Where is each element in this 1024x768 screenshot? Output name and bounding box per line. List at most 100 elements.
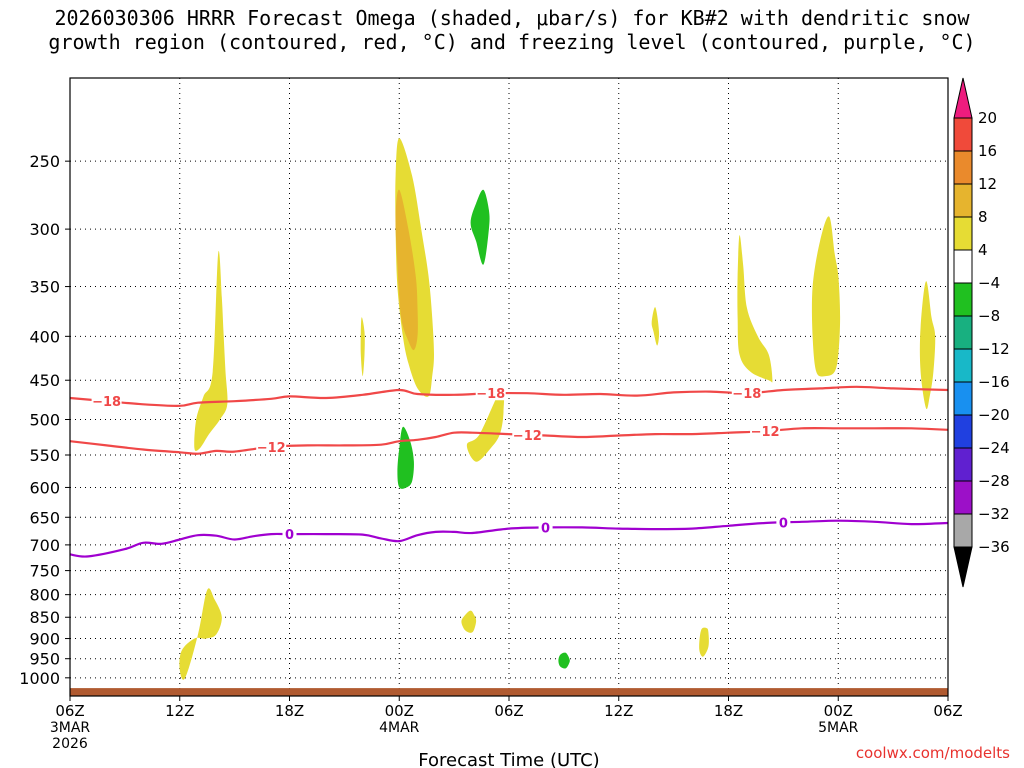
colorbar-box-4	[953, 249, 973, 284]
y-tick-label: 700	[29, 536, 60, 555]
x-tick-label: 06Z	[494, 702, 523, 720]
chart-title-line1: 2026030306 HRRR Forecast Omega (shaded, …	[54, 6, 970, 30]
colorbar-label: 12	[978, 175, 997, 193]
contour-label-2-1: 0	[541, 521, 550, 536]
omega-region-7	[397, 426, 414, 489]
y-tick-label: 550	[29, 446, 60, 465]
colorbar-label: −32	[978, 505, 1010, 523]
y-tick-label: 750	[29, 562, 60, 581]
contour-label-1-1: −12	[513, 429, 542, 444]
omega-region-2	[360, 317, 365, 377]
omega-region-8	[461, 610, 477, 633]
x-tick-label: 06Z	[933, 702, 962, 720]
y-tick-label: 450	[29, 371, 60, 390]
y-tick-label: 600	[29, 478, 60, 497]
y-tick-label: 1000	[19, 669, 60, 688]
contour-label-bg-0-0	[91, 394, 122, 409]
chart-title: 2026030306 HRRR Forecast Omega (shaded, …	[0, 6, 1024, 54]
y-tick-label: 500	[29, 410, 60, 429]
colorbar-box-7	[953, 348, 973, 383]
y-tick-label: 300	[29, 220, 60, 239]
contours: −18 −18 −18 −12 −12 −12 0 0 0	[69, 385, 949, 558]
omega-regions	[179, 138, 936, 680]
x-tick-date: 5MAR	[818, 720, 859, 736]
x-tick-label: 12Z	[165, 702, 194, 720]
colorbar-box-0	[953, 117, 973, 152]
colorbar-label: 20	[978, 109, 997, 127]
colorbar-label: −36	[978, 538, 1010, 556]
omega-region-13	[811, 216, 841, 377]
colorbar-label: −8	[978, 307, 1000, 325]
y-tick-label: 350	[29, 278, 60, 297]
omega-region-14	[919, 281, 936, 410]
y-tick-label: 400	[29, 327, 60, 346]
colorbar-label: −28	[978, 472, 1010, 490]
colorbar-box-9	[953, 414, 973, 449]
colorbar-label: 8	[978, 208, 988, 226]
y-tick-label: 850	[29, 608, 60, 627]
x-tick-label: 12Z	[604, 702, 633, 720]
colorbar-box-1	[953, 150, 973, 185]
omega-region-0	[194, 250, 228, 451]
colorbar-box-5	[953, 282, 973, 317]
omega-region-1	[179, 588, 222, 680]
x-tick-label: 18Z	[275, 702, 304, 720]
grid	[70, 78, 948, 696]
omega-region-4	[395, 189, 418, 351]
y-tick-label: 950	[29, 650, 60, 669]
axes: 250 300 350 400 450 500 550 600 650 700 750 800 850 9…	[19, 77, 963, 768]
colorbar-box-8	[953, 381, 973, 416]
contour-label-bg-0-2	[731, 386, 762, 401]
contour-label-bg-2-0	[282, 527, 297, 542]
contour-label-bg-2-1	[538, 520, 553, 535]
x-axis-label: Forecast Time (UTC)	[418, 750, 599, 768]
x-tick-date: 4MAR	[379, 720, 420, 736]
x-tick-label: 00Z	[824, 702, 853, 720]
terrain	[70, 688, 948, 696]
omega-region-11	[699, 627, 709, 657]
colorbar: 20 16 12 8 4 −4 −8 −12 −16 −20 −24 −28 −32 −36	[953, 77, 1010, 588]
colorbar-label: 4	[978, 241, 988, 259]
colorbar-box-10	[953, 447, 973, 482]
omega-region-9	[558, 652, 570, 669]
colorbar-top-triangle	[953, 77, 973, 119]
colorbar-label: −4	[978, 274, 1000, 292]
y-tick-label: 900	[29, 630, 60, 649]
omega-region-10	[651, 307, 660, 346]
contour-label-2-2: 0	[779, 516, 788, 531]
contour-label-bg-1-1	[512, 427, 543, 442]
colorbar-label: 16	[978, 142, 997, 160]
terrain-band	[70, 688, 948, 696]
contour-label-bg-0-1	[475, 386, 506, 401]
colorbar-box-6	[953, 315, 973, 350]
colorbar-label: −16	[978, 373, 1010, 391]
chart-title-line2: growth region (contoured, red, °C) and f…	[48, 30, 976, 54]
contour-label-0-2: −18	[732, 387, 761, 402]
colorbar-label: −20	[978, 406, 1010, 424]
contour-label-2-0: 0	[285, 528, 294, 543]
x-tick-year: 2026	[52, 736, 88, 752]
y-tick-label: 800	[29, 586, 60, 605]
y-tick-label: 250	[29, 152, 60, 171]
contour-label-0-1: −18	[476, 387, 505, 402]
x-tick-date: 3MAR	[50, 720, 91, 736]
colorbar-box-2	[953, 183, 973, 218]
credit-text: coolwx.com/modelts	[855, 744, 1010, 762]
omega-region-12	[737, 235, 773, 383]
contour-label-1-0: −12	[257, 441, 286, 456]
x-tick-label: 06Z	[55, 702, 84, 720]
y-tick-label: 650	[29, 508, 60, 527]
contour-label-1-2: −12	[751, 425, 780, 440]
colorbar-box-11	[953, 480, 973, 515]
colorbar-bottom-triangle	[953, 546, 973, 588]
omega-region-6	[466, 387, 505, 462]
contour-label-bg-1-0	[256, 439, 287, 454]
contour-label-bg-2-2	[776, 515, 791, 530]
colorbar-box-12	[953, 513, 973, 548]
x-tick-label: 00Z	[385, 702, 414, 720]
colorbar-box-3	[953, 216, 973, 251]
contour-label-0-0: −18	[92, 395, 121, 410]
colorbar-label: −12	[978, 340, 1010, 358]
contour-label-bg-1-2	[750, 424, 781, 439]
